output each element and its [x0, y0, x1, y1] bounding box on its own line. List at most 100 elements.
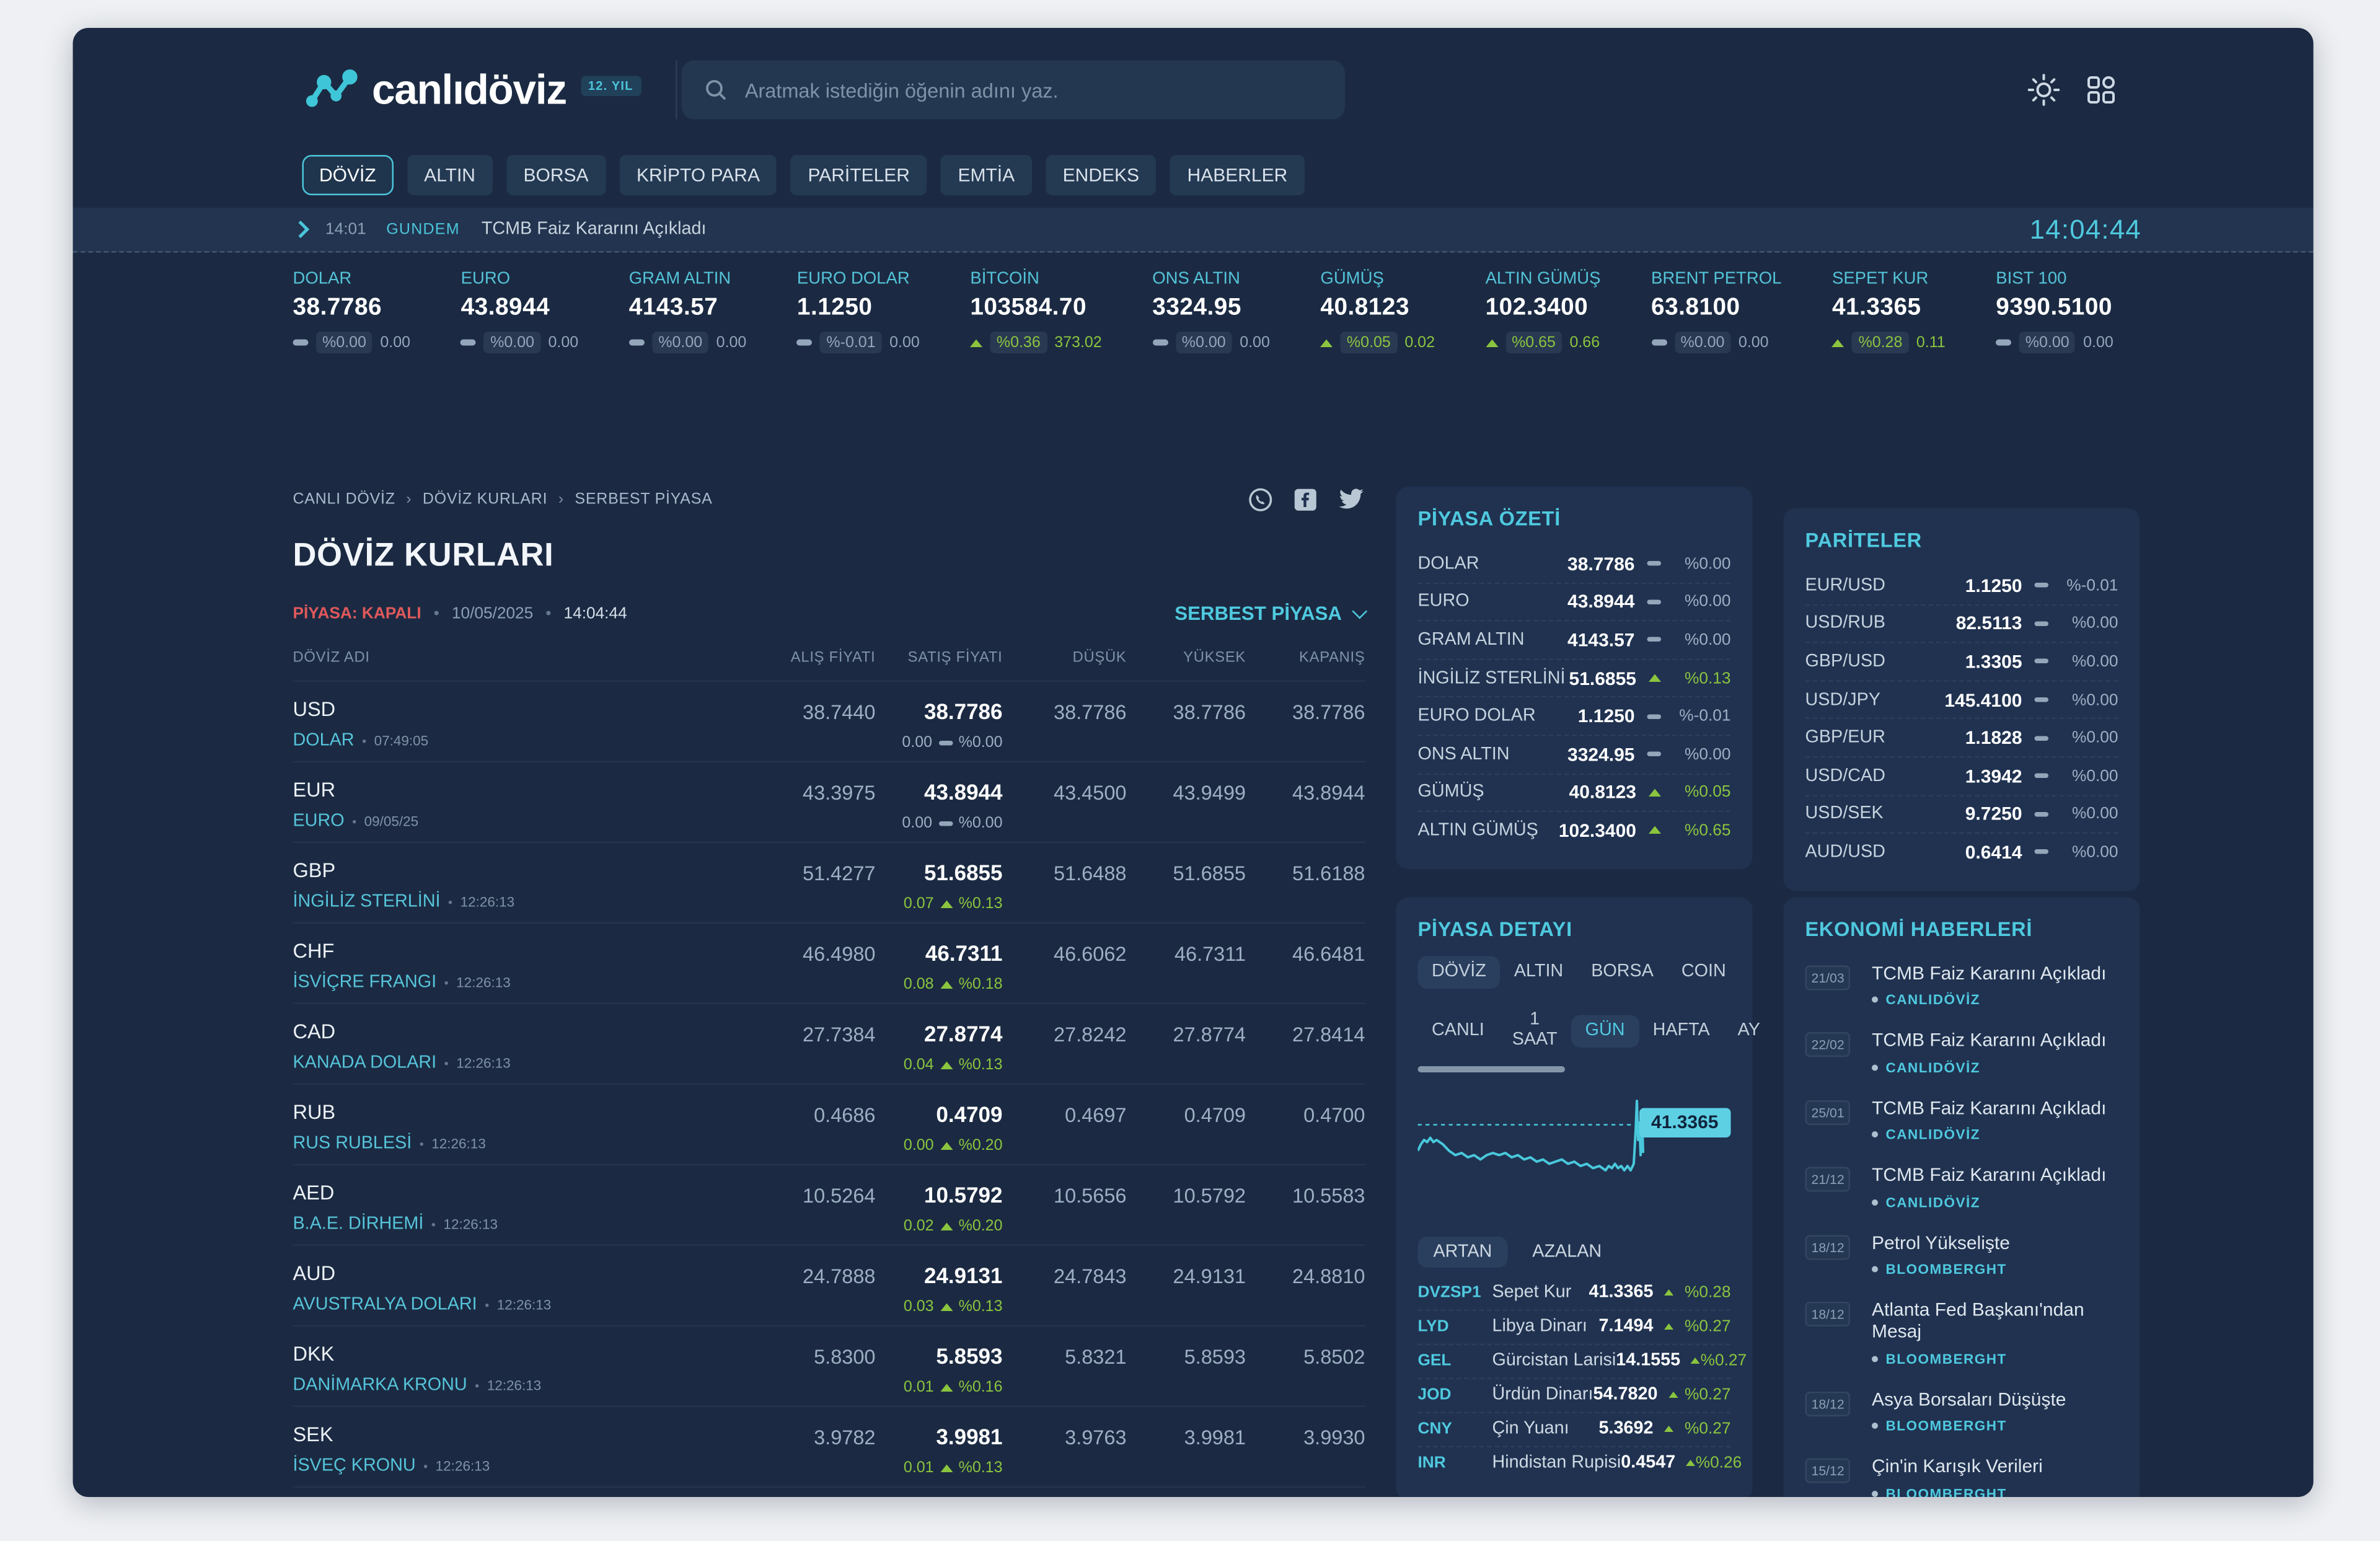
- news-item[interactable]: 18/12 Asya Borsaları Düşüşte BLOOMBERGHT: [1805, 1388, 2118, 1434]
- parity-row[interactable]: GBP/USD 1.3305 %0.00: [1805, 643, 2118, 682]
- parity-row[interactable]: GBP/EUR 1.1828 %0.00: [1805, 720, 2118, 758]
- currency-name[interactable]: İSVİÇRE FRANGI: [293, 973, 437, 992]
- table-row[interactable]: GBP İNGİLİZ STERLİNİ • 12:26:13 51.4277: [293, 841, 1365, 922]
- news-item[interactable]: 15/12 Çin'in Karışık Verileri BLOOMBERGH…: [1805, 1455, 2118, 1497]
- currency-name[interactable]: B.A.E. DİRHEMİ: [293, 1215, 424, 1234]
- currency-name[interactable]: İSVEÇ KRONU: [293, 1457, 416, 1475]
- detail-period-tab[interactable]: GÜN: [1571, 1015, 1639, 1048]
- detail-category-tab[interactable]: ALTIN: [1514, 962, 1564, 981]
- detail-period-tab[interactable]: AY: [1737, 1021, 1760, 1040]
- gainer-row[interactable]: INR Hindistan Rupisi 0.4547 %0.26: [1417, 1454, 1742, 1473]
- nav-tab[interactable]: KRİPTO PARA: [619, 155, 777, 195]
- ticker-item[interactable]: EURO 43.8944 %0.00 0.00: [461, 270, 578, 353]
- summary-row[interactable]: ALTIN GÜMÜŞ 102.3400 %0.65: [1417, 819, 1731, 842]
- gainer-row[interactable]: GEL Gürcistan Larisi 14.1555 %0.27: [1417, 1345, 1747, 1379]
- table-row[interactable]: NOK NORVEÇ KRONU • 12:26:13 3.7289: [293, 1486, 1365, 1498]
- news-title[interactable]: TCMB Faiz Kararını Açıkladı: [1872, 962, 2107, 984]
- currency-name[interactable]: DOLAR: [293, 731, 355, 750]
- parity-row[interactable]: USD/RUB 82.5113 %0.00: [1805, 605, 2118, 643]
- currency-name[interactable]: AVUSTRALYA DOLARI: [293, 1296, 477, 1314]
- facebook-icon[interactable]: [1294, 488, 1318, 512]
- breadcrumb-home[interactable]: CANLI DÖVİZ: [293, 491, 395, 509]
- table-row[interactable]: USD DOLAR • 07:49:05 38.7440 38.77: [293, 680, 1365, 761]
- currency-name[interactable]: KANADA DOLARI: [293, 1054, 437, 1072]
- market-select-dropdown[interactable]: SERBEST PİYASA: [1175, 603, 1368, 625]
- breadcrumb-market[interactable]: SERBEST PİYASA: [575, 491, 713, 509]
- parity-row[interactable]: USD/JPY 145.4100 %0.00: [1805, 681, 2118, 720]
- ticker-item[interactable]: DOLAR 38.7786 %0.00 0.00: [293, 270, 410, 353]
- nav-tab[interactable]: HABERLER: [1170, 155, 1305, 195]
- brightness-icon[interactable]: [2027, 73, 2061, 107]
- summary-row[interactable]: ONS ALTIN 3324.95 %0.00: [1417, 736, 1731, 774]
- news-title[interactable]: TCMB Faiz Kararını Açıkladı: [1872, 1163, 2107, 1186]
- ticker-item[interactable]: EURO DOLAR 1.1250 %-0.01 0.00: [796, 270, 920, 353]
- news-title[interactable]: TCMB Faiz Kararını Açıkladı: [1872, 1029, 2107, 1051]
- search-bar[interactable]: [681, 60, 1345, 120]
- gainer-row[interactable]: DVZSP1 Sepet Kur 41.3365 %0.28: [1417, 1276, 1731, 1311]
- whatsapp-icon[interactable]: [1248, 487, 1274, 513]
- gainer-row[interactable]: LYD Libya Dinarı 7.1494 %0.27: [1417, 1310, 1731, 1345]
- news-title[interactable]: Asya Borsaları Düşüşte: [1872, 1388, 2066, 1410]
- table-row[interactable]: CHF İSVİÇRE FRANGI • 12:26:13 46.4980: [293, 922, 1365, 1003]
- news-item[interactable]: 18/12 Atlanta Fed Başkanı'ndan Mesaj BLO…: [1805, 1299, 2118, 1366]
- ticker-item[interactable]: SEPET KUR 41.3365 %0.28 0.11: [1831, 270, 1946, 353]
- currency-name[interactable]: DANİMARKA KRONU: [293, 1376, 467, 1395]
- summary-row[interactable]: EURO DOLAR 1.1250 %-0.01: [1417, 698, 1731, 736]
- summary-row[interactable]: DOLAR 38.7786 %0.00: [1417, 545, 1731, 584]
- summary-row[interactable]: EURO 43.8944 %0.00: [1417, 583, 1731, 622]
- ticker-item[interactable]: BİTCOİN 103584.70 %0.36 373.02: [970, 270, 1102, 353]
- gainers-losers-tab[interactable]: AZALAN: [1532, 1242, 1602, 1261]
- news-title[interactable]: TCMB Faiz Kararını Açıkladı: [1872, 1097, 2107, 1119]
- detail-period-tab[interactable]: CANLI: [1432, 1021, 1484, 1040]
- apps-grid-icon[interactable]: [2086, 74, 2117, 105]
- search-input[interactable]: [741, 76, 1323, 104]
- currency-name[interactable]: EURO: [293, 812, 345, 831]
- gainers-losers-tab[interactable]: ARTAN: [1417, 1236, 1508, 1268]
- table-row[interactable]: EUR EURO • 09/05/25 43.3975 43.894: [293, 761, 1365, 842]
- currency-name[interactable]: RUS RUBLESİ: [293, 1134, 412, 1153]
- news-item[interactable]: 21/12 TCMB Faiz Kararını Açıkladı CANLID…: [1805, 1164, 2118, 1209]
- detail-period-tab[interactable]: HAFTA: [1652, 1021, 1710, 1040]
- news-item[interactable]: 22/02 TCMB Faiz Kararını Açıkladı CANLID…: [1805, 1030, 2118, 1075]
- nav-tab[interactable]: ALTIN: [407, 155, 493, 195]
- ticker-item[interactable]: GRAM ALTIN 4143.57 %0.00 0.00: [628, 270, 746, 353]
- parity-row[interactable]: USD/SEK 9.7250 %0.00: [1805, 796, 2118, 834]
- detail-category-tab[interactable]: COIN: [1681, 962, 1726, 981]
- table-row[interactable]: RUB RUS RUBLESİ • 12:26:13 0.4686: [293, 1083, 1365, 1164]
- ticker-item[interactable]: BIST 100 9390.5100 %0.00 0.00: [1996, 270, 2113, 353]
- news-title[interactable]: Atlanta Fed Başkanı'ndan Mesaj: [1872, 1298, 2084, 1343]
- tabs-scrollbar[interactable]: [1417, 1066, 1565, 1072]
- nav-tab[interactable]: ENDEKS: [1046, 155, 1157, 195]
- ticker-item[interactable]: ONS ALTIN 3324.95 %0.00 0.00: [1152, 270, 1270, 353]
- summary-row[interactable]: GÜMÜŞ 40.8123 %0.05: [1417, 774, 1731, 813]
- news-title[interactable]: Petrol Yükselişte: [1872, 1231, 2010, 1253]
- table-row[interactable]: DKK DANİMARKA KRONU • 12:26:13 5.8300: [293, 1325, 1365, 1406]
- news-headline[interactable]: TCMB Faiz Kararını Açıkladı: [481, 220, 707, 239]
- ticker-item[interactable]: GÜMÜŞ 40.8123 %0.05 0.02: [1320, 270, 1435, 353]
- sepet-kur-sparkline-chart[interactable]: 41.3365: [1418, 1087, 1731, 1217]
- summary-row[interactable]: GRAM ALTIN 4143.57 %0.00: [1417, 622, 1731, 660]
- nav-tab[interactable]: DÖVİZ: [302, 155, 394, 195]
- news-item[interactable]: 21/03 TCMB Faiz Kararını Açıkladı CANLID…: [1805, 963, 2118, 1008]
- currency-name[interactable]: İNGİLİZ STERLİNİ: [293, 893, 441, 911]
- ticker-item[interactable]: ALTIN GÜMÜŞ 102.3400 %0.65 0.66: [1485, 270, 1600, 353]
- table-row[interactable]: AUD AVUSTRALYA DOLARI • 12:26:13 24.7888: [293, 1244, 1365, 1325]
- ticker-item[interactable]: BRENT PETROL 63.8100 %0.00 0.00: [1651, 270, 1781, 353]
- news-item[interactable]: 18/12 Petrol Yükselişte BLOOMBERGHT: [1805, 1231, 2118, 1277]
- detail-category-tab[interactable]: DÖVİZ: [1417, 956, 1501, 989]
- table-row[interactable]: SEK İSVEÇ KRONU • 12:26:13 3.9782: [293, 1405, 1365, 1486]
- detail-period-tab[interactable]: 1 SAAT: [1512, 1010, 1558, 1050]
- twitter-icon[interactable]: [1338, 488, 1365, 512]
- detail-category-tab[interactable]: BORSA: [1591, 962, 1654, 981]
- nav-tab[interactable]: EMTİA: [940, 155, 1032, 195]
- parity-row[interactable]: EUR/USD 1.1250 %-0.01: [1805, 567, 2118, 606]
- nav-tab[interactable]: BORSA: [506, 155, 606, 195]
- table-row[interactable]: AED B.A.E. DİRHEMİ • 12:26:13 10.5264: [293, 1163, 1365, 1245]
- gainer-row[interactable]: JOD Ürdün Dinarı 54.7820 %0.27: [1417, 1379, 1731, 1413]
- news-title[interactable]: Çin'in Karışık Verileri: [1872, 1455, 2043, 1477]
- parity-row[interactable]: USD/CAD 1.3942 %0.00: [1805, 757, 2118, 796]
- summary-row[interactable]: İNGİLİZ STERLİNİ 51.6855 %0.13: [1417, 660, 1731, 698]
- parity-row[interactable]: AUD/USD 0.6414 %0.00: [1805, 841, 2118, 863]
- news-ticker-bar[interactable]: 14:01 GUNDEM TCMB Faiz Kararını Açıkladı…: [73, 208, 2314, 253]
- brand-logo[interactable]: canlıdöviz 12. YIL: [302, 66, 641, 114]
